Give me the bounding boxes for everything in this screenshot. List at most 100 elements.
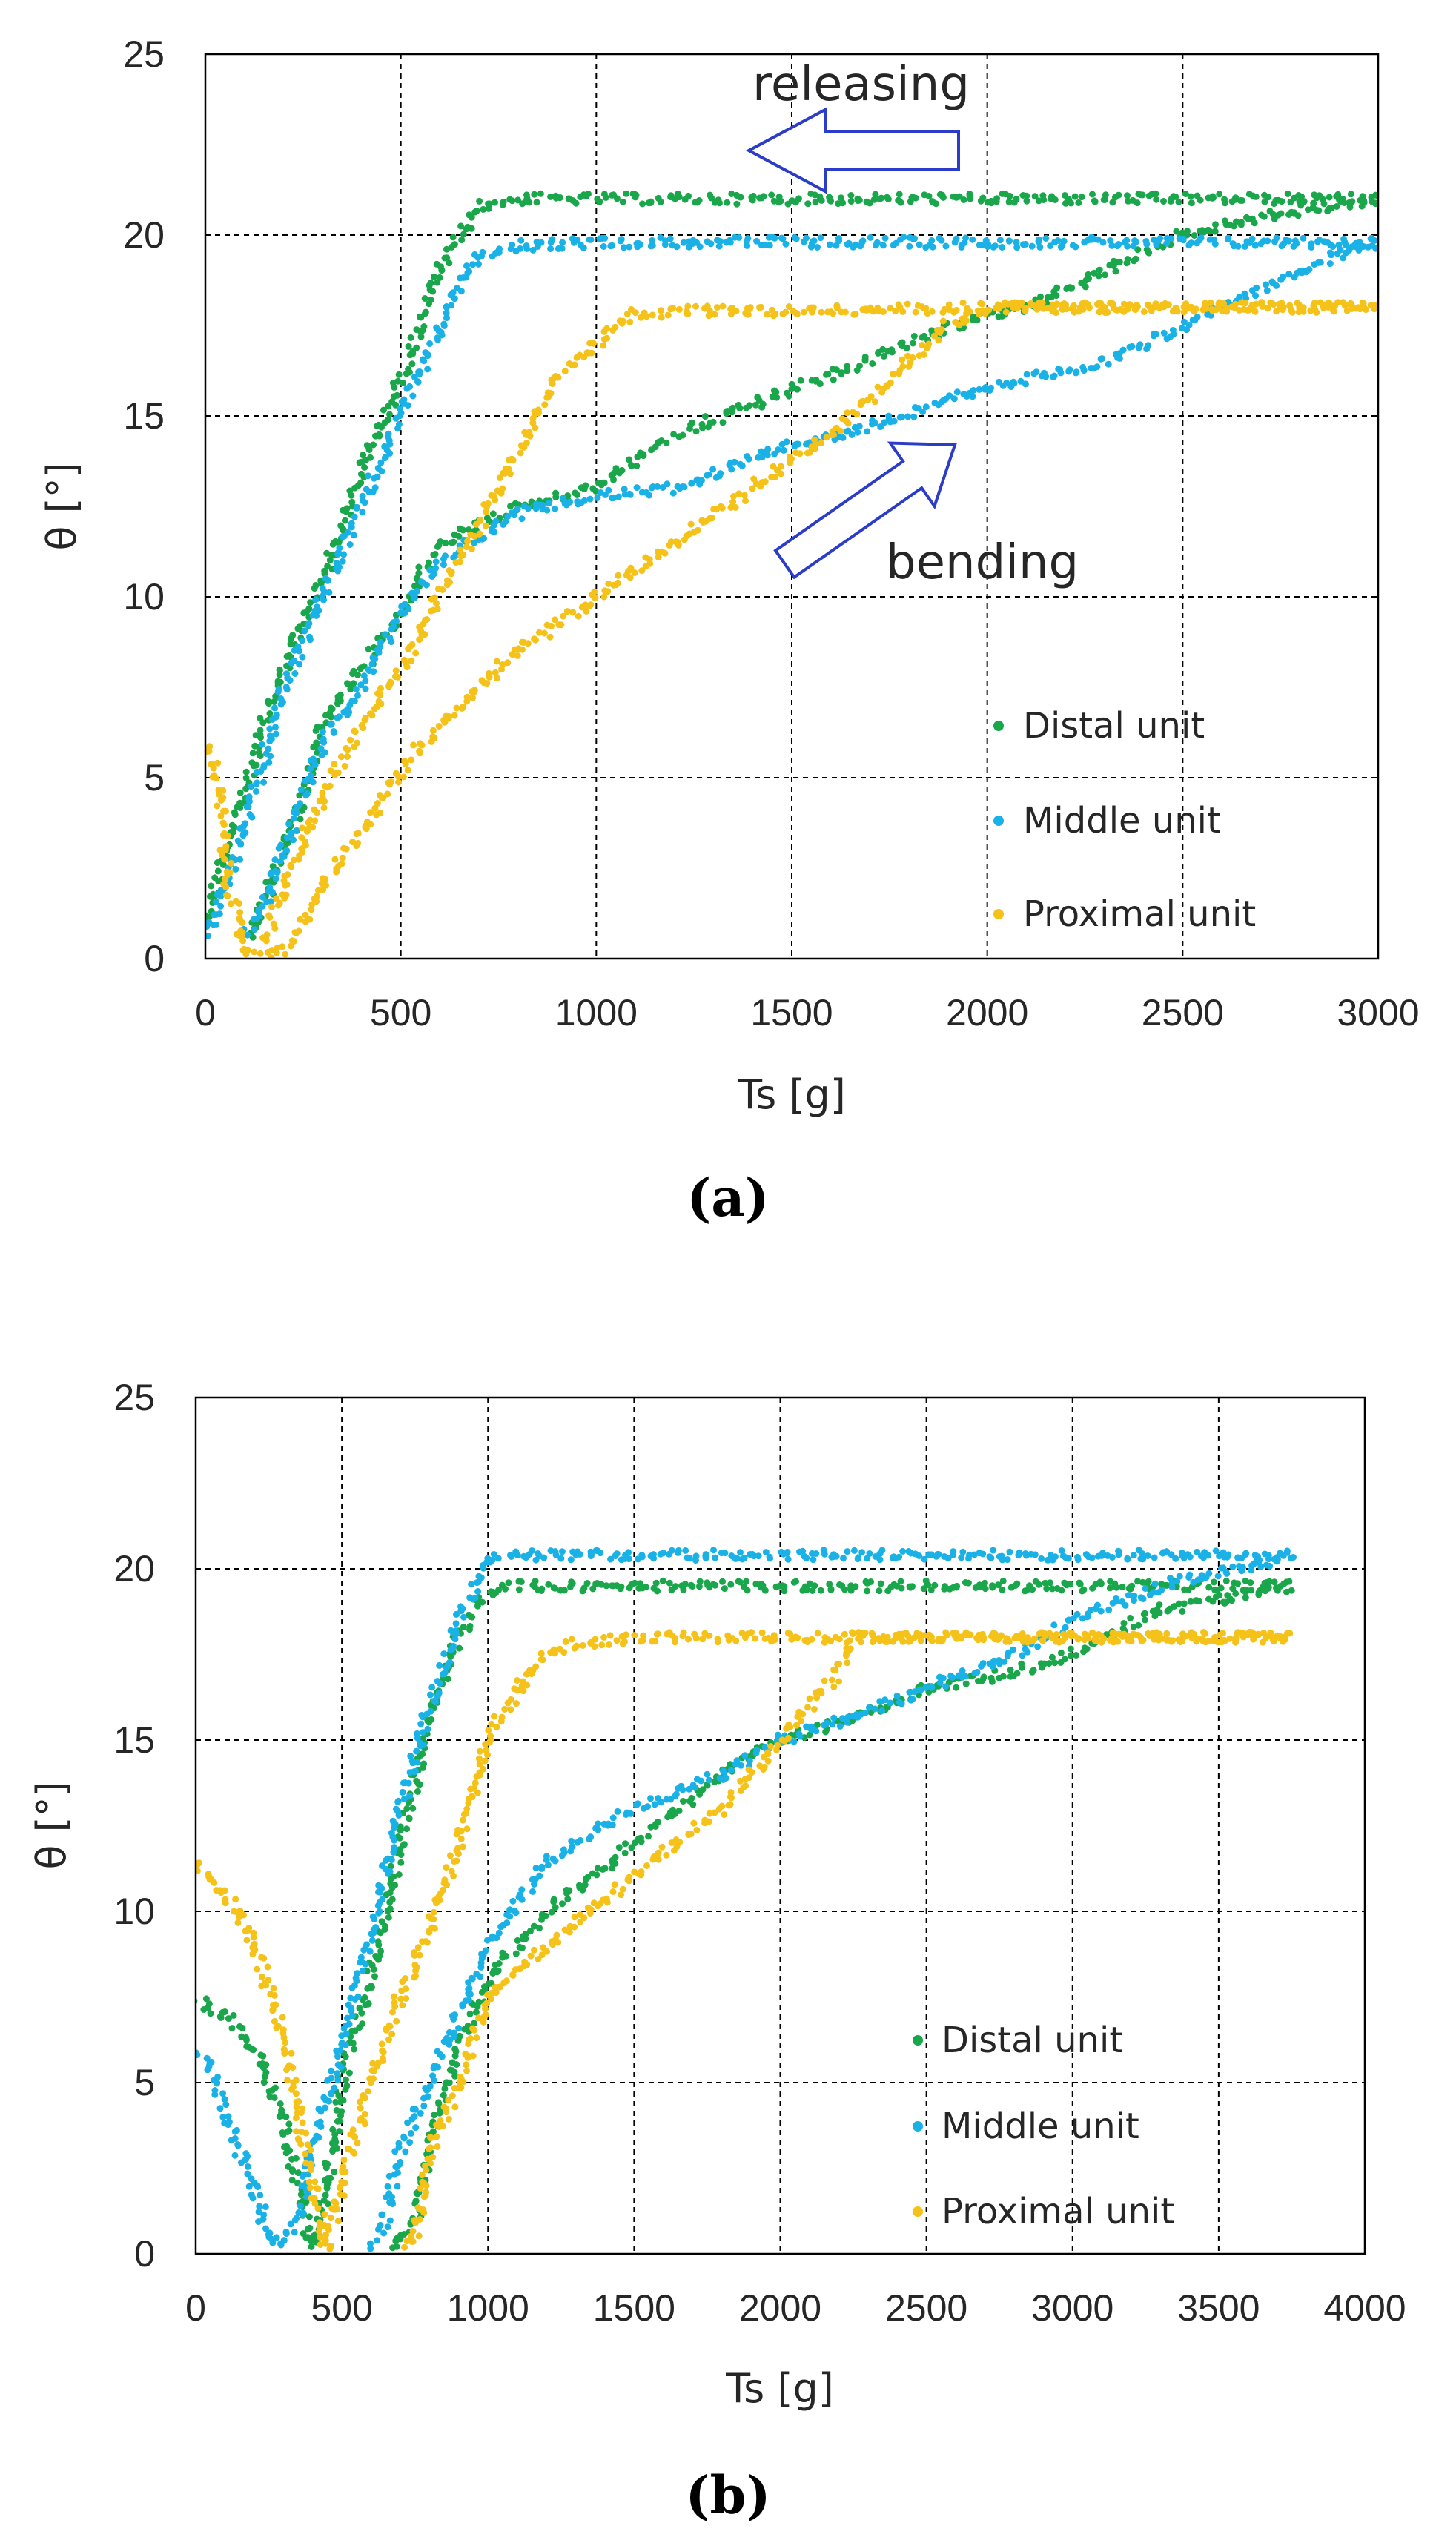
data-point-middle (829, 1721, 836, 1728)
data-point-distal (261, 2073, 268, 2080)
data-point-middle (452, 1620, 460, 1627)
data-point-distal (441, 2085, 449, 2092)
data-point-middle (979, 1550, 987, 1558)
data-point-middle (969, 236, 976, 243)
data-point-proximal (1188, 1629, 1195, 1636)
data-point-middle (896, 1553, 903, 1561)
data-point-proximal (236, 909, 244, 916)
data-point-distal (826, 1581, 833, 1588)
data-point-middle (915, 405, 922, 411)
x-tick-label: 1500 (750, 992, 833, 1034)
data-point-distal (628, 462, 635, 469)
data-point-distal (642, 1584, 649, 1591)
chart-a-frame (204, 53, 1380, 960)
data-point-middle (434, 336, 442, 343)
data-point-proximal (1132, 305, 1139, 312)
data-point-proximal (317, 2233, 324, 2241)
data-point-proximal (436, 1896, 443, 1904)
data-point-distal (371, 1973, 378, 1980)
data-point-proximal (1068, 305, 1076, 312)
data-point-middle (353, 504, 360, 512)
data-point-middle (265, 2233, 273, 2241)
data-point-distal (602, 194, 609, 201)
data-point-proximal (823, 434, 830, 441)
data-point-middle (712, 1554, 719, 1561)
data-point-proximal (349, 2132, 357, 2139)
data-point-proximal (769, 306, 775, 314)
data-point-middle (382, 1856, 389, 1864)
data-point-middle (371, 484, 379, 492)
data-point-middle (1371, 237, 1378, 244)
data-point-proximal (691, 1630, 698, 1638)
data-point-middle (238, 2159, 245, 2166)
data-point-distal (884, 348, 892, 355)
data-point-distal (1050, 288, 1058, 295)
data-point-distal (862, 1578, 870, 1585)
data-point-proximal (377, 684, 384, 692)
data-point-middle (429, 2072, 437, 2080)
data-point-proximal (950, 1630, 957, 1636)
data-point-distal (395, 371, 403, 378)
data-point-middle (936, 234, 943, 242)
data-point-middle (290, 836, 297, 844)
data-point-middle (1019, 241, 1027, 248)
data-point-proximal (624, 1876, 632, 1884)
y-tick-label: 5 (144, 757, 165, 798)
data-point-distal (1245, 191, 1253, 198)
data-point-middle (385, 430, 392, 437)
data-point-proximal (561, 368, 569, 375)
data-point-middle (204, 2066, 211, 2074)
data-point-proximal (1107, 300, 1114, 307)
legend-a-proximal: Proximal unit (993, 893, 1256, 935)
data-point-distal (324, 2200, 331, 2208)
data-point-distal (724, 199, 731, 206)
data-point-proximal (756, 1762, 764, 1770)
data-point-middle (1151, 1554, 1158, 1561)
data-point-middle (315, 2134, 322, 2141)
data-point-middle (339, 558, 346, 565)
chart-a-legend: Distal unit Middle unit Proximal unit (993, 705, 1256, 935)
data-point-middle (1092, 236, 1099, 243)
data-point-distal (367, 454, 374, 461)
data-point-middle (1004, 1556, 1011, 1564)
x-tick-label: 0 (195, 992, 216, 1034)
data-point-distal (427, 297, 434, 303)
data-point-distal (1067, 1652, 1074, 1659)
data-point-proximal (293, 2128, 300, 2135)
data-point-middle (778, 234, 785, 242)
data-point-proximal (871, 398, 878, 406)
data-point-middle (401, 609, 408, 617)
data-point-middle (1017, 377, 1025, 385)
data-point-distal (1042, 1579, 1049, 1587)
data-point-proximal (217, 812, 225, 819)
data-point-distal (568, 1578, 575, 1586)
data-point-middle (552, 505, 559, 512)
data-point-distal (1139, 1578, 1146, 1586)
data-point-middle (1290, 1554, 1297, 1561)
data-point-proximal (537, 1650, 545, 1657)
data-point-proximal (280, 877, 288, 884)
data-point-distal (478, 1988, 486, 1996)
data-point-proximal (240, 1911, 247, 1919)
data-point-middle (449, 289, 457, 297)
data-point-distal (712, 1581, 719, 1589)
data-point-middle (437, 328, 445, 336)
data-point-middle (432, 558, 440, 566)
data-point-middle (214, 890, 221, 898)
data-point-middle (423, 581, 430, 589)
data-point-proximal (318, 880, 325, 887)
data-point-distal (430, 551, 437, 558)
data-point-middle (517, 237, 525, 244)
data-point-proximal (729, 498, 737, 506)
data-point-middle (1151, 1580, 1159, 1587)
data-point-distal (1023, 197, 1030, 205)
data-point-distal (225, 2015, 232, 2023)
data-point-distal (1242, 1594, 1249, 1601)
x-tick-label: 3500 (1177, 2287, 1260, 2329)
data-point-proximal (429, 727, 437, 734)
data-point-distal (1127, 1614, 1134, 1621)
chart-b-frame (194, 1396, 1366, 2255)
data-point-proximal (904, 300, 911, 308)
data-point-distal (1109, 199, 1116, 206)
data-point-proximal (658, 1843, 666, 1851)
